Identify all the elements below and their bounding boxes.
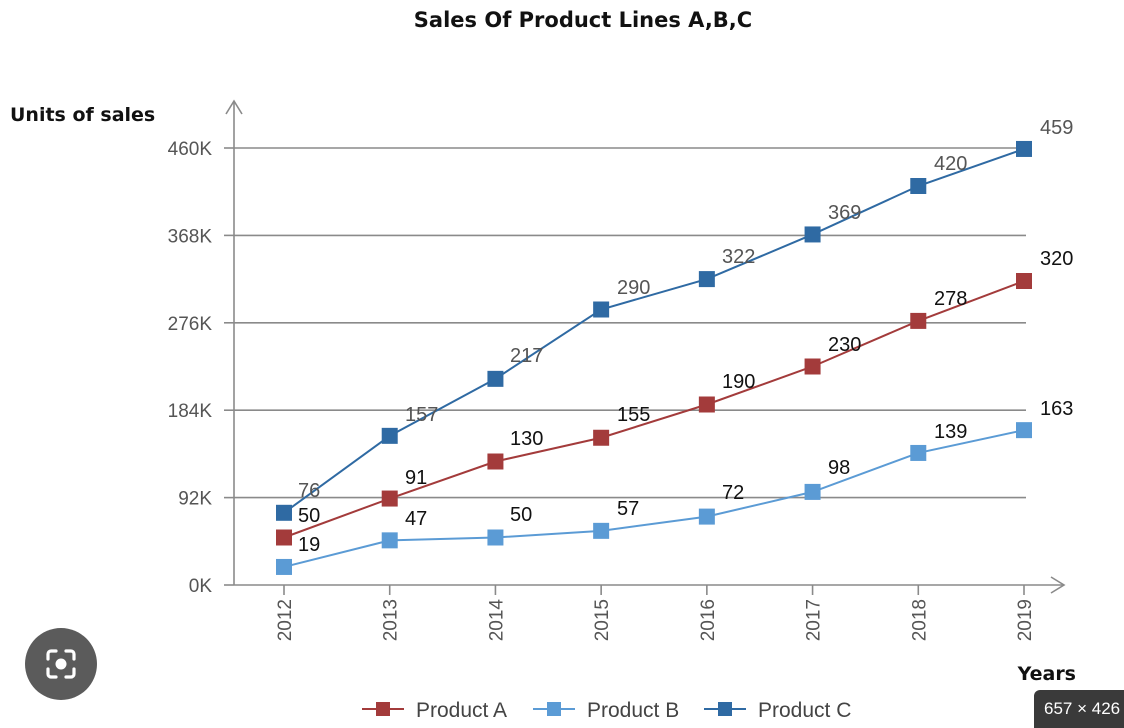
lens-search-button[interactable] <box>25 628 97 700</box>
data-label: 369 <box>828 202 861 224</box>
y-axis-label: Units of sales <box>10 104 155 126</box>
data-point <box>910 178 927 194</box>
data-point <box>1016 422 1032 439</box>
legend-item-product-b: Product B <box>533 699 679 722</box>
y-tick-label: 460K <box>168 139 213 160</box>
x-tick-label: 2016 <box>698 599 719 641</box>
data-label: 217 <box>510 345 543 367</box>
data-label: 72 <box>722 482 744 504</box>
legend-marker <box>547 702 561 716</box>
series-group: 50 91 130 155 190 230 278 320 19 47 50 57 72 98 139 163… <box>276 117 1073 575</box>
y-tick-label: 368K <box>168 226 213 247</box>
data-label: 98 <box>828 457 850 479</box>
x-tick-label: 2015 <box>592 599 613 641</box>
x-tick-label: 2017 <box>804 599 825 641</box>
y-tick-label: 0K <box>189 576 213 597</box>
x-tick-label: 2014 <box>486 599 507 642</box>
data-point <box>804 358 821 375</box>
series-line <box>283 148 1025 514</box>
data-label: 190 <box>722 371 755 393</box>
data-point <box>487 370 504 387</box>
data-label: 19 <box>298 534 320 556</box>
data-point <box>698 508 715 525</box>
data-label: 50 <box>510 504 532 526</box>
data-point <box>276 529 292 546</box>
x-axis-ticks: 2012 2013 2014 2015 2016 2017 2018 2019 <box>275 585 1036 641</box>
data-point <box>698 271 715 288</box>
legend-label: Product A <box>416 699 507 722</box>
data-point <box>487 529 504 546</box>
data-point <box>276 558 292 575</box>
data-point <box>1016 140 1032 157</box>
legend: Product A Product B Product C <box>362 699 851 722</box>
data-point <box>593 522 610 539</box>
data-point <box>1016 273 1032 289</box>
data-point <box>487 453 504 470</box>
legend-label: Product C <box>758 699 851 722</box>
y-tick-label: 184K <box>168 401 213 422</box>
series-product-b: 19 47 50 57 72 98 139 163 <box>276 398 1073 575</box>
data-label: 139 <box>934 421 967 443</box>
x-tick-label: 2013 <box>381 599 402 641</box>
data-point <box>593 301 610 318</box>
data-point <box>804 483 821 500</box>
x-tick-label: 2018 <box>909 599 930 641</box>
y-axis-ticks: 0K 92K 184K 276K 368K 460K <box>168 139 234 597</box>
data-point <box>276 504 292 521</box>
x-axis-arrow <box>1050 576 1066 594</box>
series-product-a: 50 91 130 155 190 230 278 320 <box>276 248 1073 546</box>
legend-marker <box>376 702 390 716</box>
x-tick-label: 2012 <box>275 599 296 641</box>
data-label: 322 <box>722 246 755 268</box>
camera-search-icon <box>46 649 76 679</box>
x-tick-label: 2019 <box>1015 599 1036 641</box>
data-label: 57 <box>617 498 639 520</box>
data-label: 230 <box>828 334 861 356</box>
y-tick-label: 276K <box>168 314 213 335</box>
data-label: 91 <box>405 467 427 489</box>
series-line <box>283 280 1025 539</box>
chart-title: Sales Of Product Lines A,B,C <box>414 8 752 32</box>
legend-item-product-c: Product C <box>704 699 851 722</box>
data-label: 130 <box>510 428 543 450</box>
data-label: 320 <box>1040 248 1073 270</box>
data-label: 290 <box>617 277 650 299</box>
data-label: 157 <box>405 404 438 426</box>
data-label: 278 <box>934 288 967 310</box>
x-axis-label: Years <box>1017 663 1076 685</box>
data-label: 50 <box>298 505 320 527</box>
data-label: 155 <box>617 404 650 426</box>
legend-item-product-a: Product A <box>362 699 507 722</box>
axes <box>225 99 1066 594</box>
data-point <box>910 312 927 329</box>
data-point <box>698 396 715 413</box>
data-point <box>381 532 398 549</box>
data-label: 76 <box>298 480 320 502</box>
gridlines <box>234 147 1026 499</box>
data-label: 459 <box>1040 117 1073 139</box>
data-point <box>804 226 821 243</box>
data-point <box>381 427 398 444</box>
y-tick-label: 92K <box>178 489 212 510</box>
data-point <box>593 429 610 446</box>
data-point <box>910 444 927 461</box>
y-axis-arrow <box>225 99 243 115</box>
legend-marker <box>718 702 732 716</box>
image-size-badge: 657 × 426 <box>1034 690 1124 728</box>
series-product-c: 76 157 217 290 322 369 420 459 <box>276 117 1073 521</box>
series-line <box>283 429 1025 568</box>
legend-label: Product B <box>587 699 679 722</box>
data-label: 47 <box>405 508 427 530</box>
data-label: 163 <box>1040 398 1073 420</box>
data-point <box>381 490 398 507</box>
data-label: 420 <box>934 153 967 175</box>
